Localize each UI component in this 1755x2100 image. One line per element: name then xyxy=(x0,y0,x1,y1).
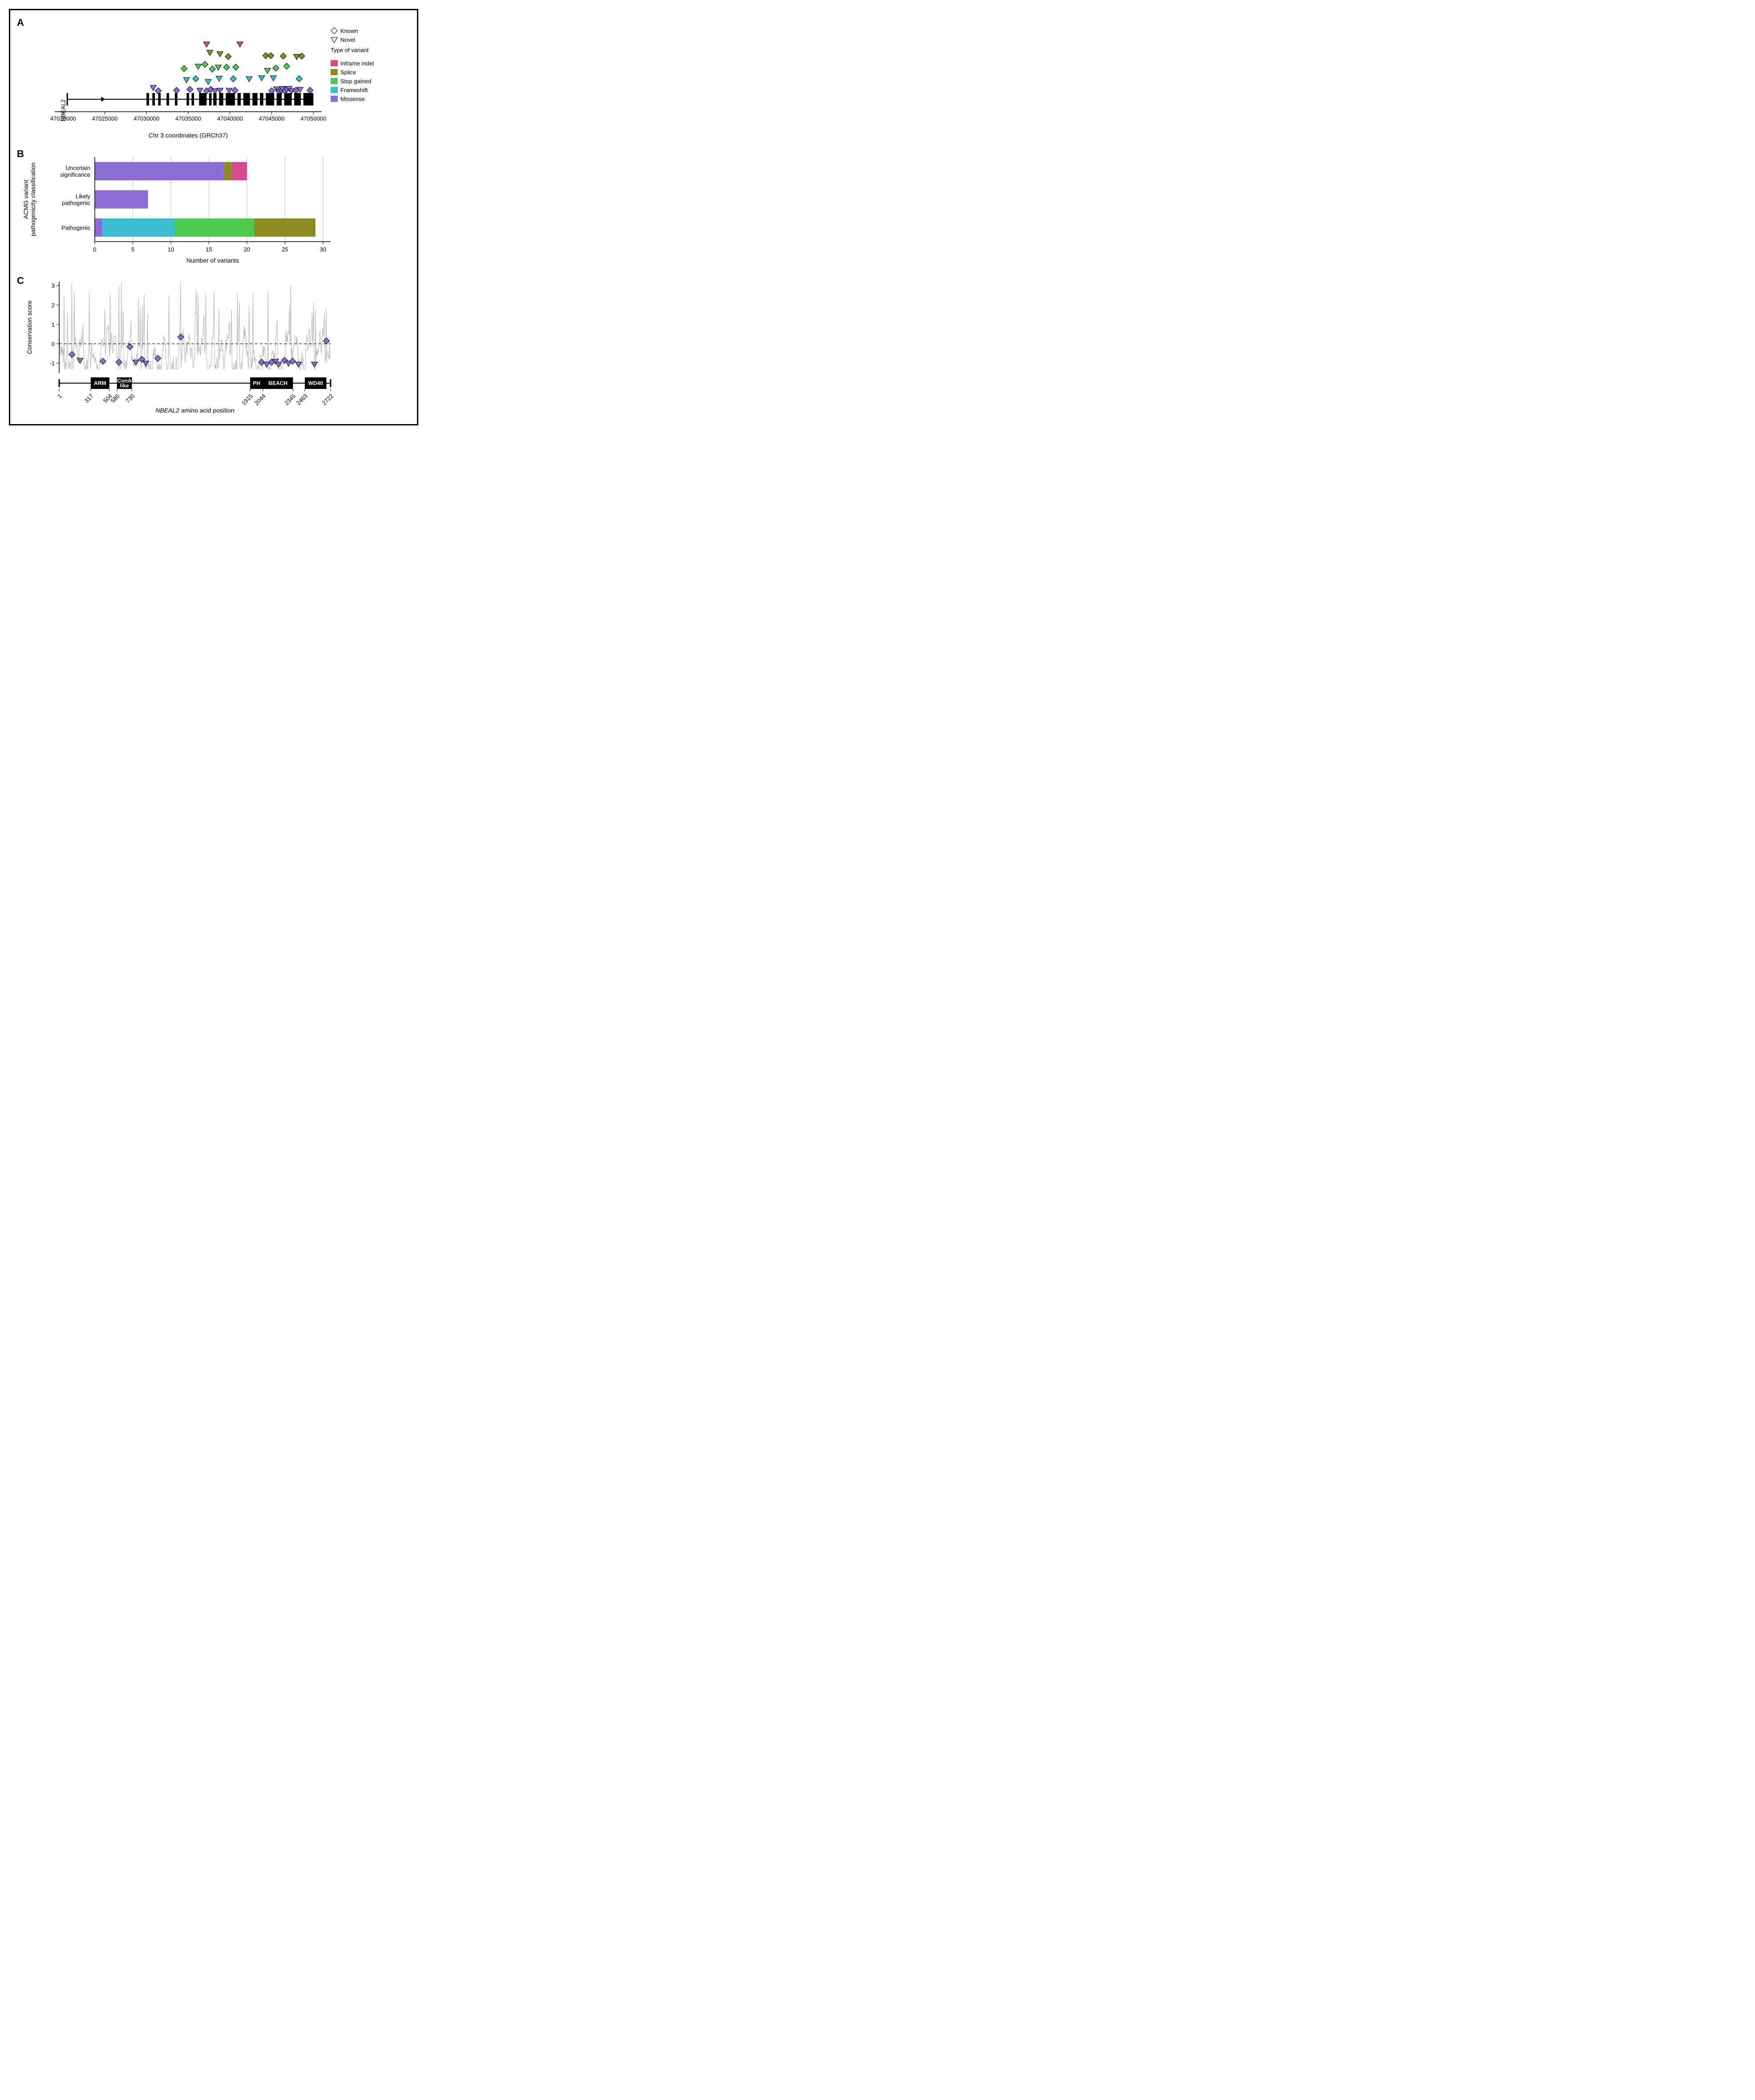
y-tick-label: 1 xyxy=(52,321,55,328)
legend-shape-label: Novel xyxy=(340,36,355,43)
y-tick-label: 2 xyxy=(52,302,55,308)
y-category-label: Uncertain xyxy=(65,165,90,171)
x-tick-label: 1 xyxy=(56,392,63,400)
x-tick-label: 47045000 xyxy=(259,115,285,122)
bar-segment xyxy=(232,162,247,180)
y-category-label: Likely xyxy=(76,193,91,200)
conservation-line xyxy=(59,282,331,369)
x-tick-label: 317 xyxy=(83,392,95,404)
x-tick-label: 47035000 xyxy=(175,115,201,122)
y-tick-label: -1 xyxy=(49,360,55,367)
legend-color-label: Splice xyxy=(340,69,356,76)
x-tick-label: 2345 xyxy=(283,392,297,406)
x-tick-label: 30 xyxy=(320,246,326,253)
y-category-label: significance xyxy=(60,171,90,178)
y-category-label: pathogenic xyxy=(62,200,90,206)
x-tick-label: 47020000 xyxy=(50,115,76,122)
bar-segment xyxy=(175,218,255,237)
x-tick-label: 2722 xyxy=(321,392,335,406)
domain-label: WD40 xyxy=(308,380,324,386)
x-tick-label: 2463 xyxy=(295,392,309,406)
legend-shape-label: Known xyxy=(340,28,358,34)
bar-segment xyxy=(224,162,232,180)
variant-points xyxy=(150,42,313,94)
bar-segment xyxy=(95,218,102,237)
legend: Known Novel Type of variant Inframe indel Sp… xyxy=(331,28,374,102)
bar-segment xyxy=(95,162,224,180)
x-tick-label: 47030000 xyxy=(133,115,159,122)
x-tick-label: 20 xyxy=(244,246,250,253)
legend-color-label: Frameshift xyxy=(340,87,368,93)
y-category-label: Pathogenic xyxy=(61,224,91,231)
x-tick-label: 730 xyxy=(124,392,136,404)
legend-color-label: Missense xyxy=(340,96,365,102)
legend-title: Type of variant xyxy=(331,47,369,53)
panel-c-label: C xyxy=(17,275,24,287)
legend-color-label: Inframe indel xyxy=(340,60,374,67)
panel-b: B Uncertainsignificance Likelypathogenic P… xyxy=(19,150,408,266)
gene-track xyxy=(67,93,313,105)
legend-color-label: Stop gained xyxy=(340,78,371,85)
domain-label: PH xyxy=(253,380,260,386)
x-tick-label: 15 xyxy=(206,246,212,253)
x-tick-label: 5 xyxy=(131,246,134,253)
y-axis-label: ACMG variant xyxy=(22,180,29,219)
domain-label: like xyxy=(120,383,129,389)
y-axis-label: Conservation score xyxy=(26,300,33,354)
x-tick-label: 47040000 xyxy=(217,115,243,122)
x-tick-label: 0 xyxy=(93,246,96,253)
panel-c: C -10123Conservation scoreARMConAlikePHB… xyxy=(19,277,408,415)
x-tick-label: 47050000 xyxy=(300,115,326,122)
x-tick-label: 580 xyxy=(109,392,121,404)
y-tick-label: 0 xyxy=(52,341,55,348)
panel-a-svg: NBEAL24702000047025000470300004703500047… xyxy=(19,19,411,139)
x-axis-label: Chr 3 coordinates (GRCh37) xyxy=(149,132,228,139)
figure-container: A NBEAL247020000470250004703000047035000… xyxy=(9,9,418,425)
panel-a-label: A xyxy=(17,17,24,28)
y-axis-label: pathogenicity classification xyxy=(29,162,36,236)
x-tick-label: 1915 xyxy=(240,392,254,406)
bar-segment xyxy=(95,190,148,208)
panel-c-svg: -10123Conservation scoreARMConAlikePHBEA… xyxy=(19,277,411,415)
bar-segment xyxy=(102,218,174,237)
domain-label: BEACH xyxy=(268,380,287,386)
panel-a: A NBEAL247020000470250004703000047035000… xyxy=(19,19,408,139)
bar-segment xyxy=(255,218,315,237)
x-axis-label: Number of variants xyxy=(186,257,239,264)
panel-b-label: B xyxy=(17,148,24,160)
x-axis-label: NBEAL2 amino acid position xyxy=(155,407,234,414)
x-tick-label: 10 xyxy=(168,246,174,253)
domain-label: ARM xyxy=(94,380,106,386)
y-tick-label: 3 xyxy=(52,283,55,289)
x-tick-label: 47025000 xyxy=(92,115,118,122)
panel-b-svg: Uncertainsignificance Likelypathogenic Pat… xyxy=(19,150,411,266)
x-tick-label: 25 xyxy=(282,246,288,253)
x-tick-label: 2044 xyxy=(253,392,267,406)
